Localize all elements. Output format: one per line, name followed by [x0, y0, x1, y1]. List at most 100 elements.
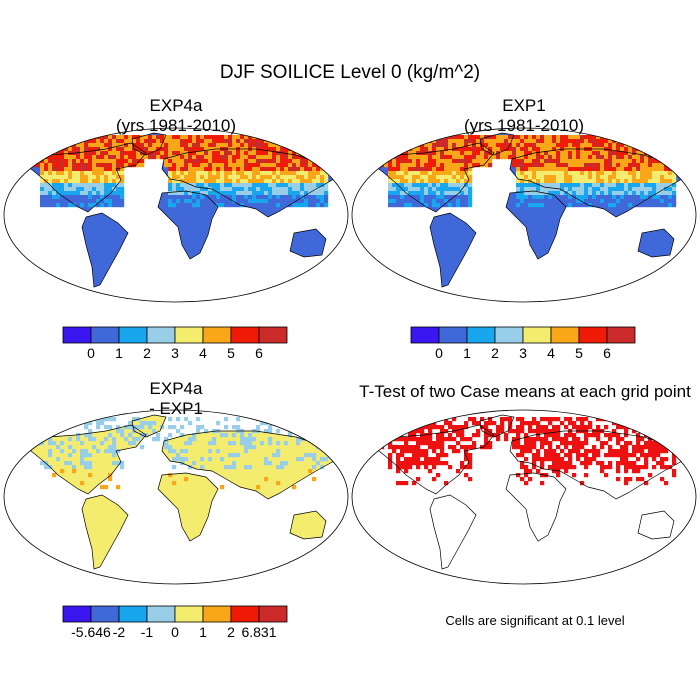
grid-cell [108, 473, 113, 478]
grid-cell [324, 151, 329, 156]
grid-cell [516, 151, 521, 156]
grid-cell [476, 155, 481, 160]
grid-cell [292, 203, 297, 208]
colorbar-tick-label: 1 [199, 624, 207, 640]
grid-cell [284, 155, 289, 160]
grid-cell [516, 175, 521, 180]
grid-cell [544, 429, 549, 434]
grid-cell [428, 175, 433, 180]
grid-cell [108, 449, 113, 454]
grid-cell [604, 179, 609, 184]
grid-cell [140, 159, 145, 164]
grid-cell [172, 171, 177, 176]
grid-cell [444, 155, 449, 160]
grid-cell [244, 167, 249, 172]
grid-cell [228, 199, 233, 204]
grid-cell [596, 179, 601, 184]
grid-cell [76, 159, 81, 164]
grid-cell [460, 195, 465, 200]
grid-cell [44, 175, 49, 180]
grid-cell [168, 179, 173, 184]
grid-cell [60, 155, 65, 160]
grid-cell [580, 195, 585, 200]
grid-cell [456, 449, 461, 454]
grid-cell [236, 155, 241, 160]
grid-cell [236, 199, 241, 204]
grid-cell [580, 453, 585, 458]
grid-cell [648, 199, 653, 204]
grid-cell [260, 147, 265, 152]
grid-cell [500, 425, 505, 430]
colorbar-tick-label: 0 [171, 624, 179, 640]
grid-cell [232, 135, 237, 140]
grid-cell [184, 171, 189, 176]
grid-cell [460, 175, 465, 180]
grid-cell [616, 183, 621, 188]
grid-cell [296, 437, 301, 442]
grid-cell [672, 179, 677, 184]
grid-cell [128, 135, 133, 140]
grid-cell [520, 429, 525, 434]
grid-cell [668, 155, 673, 160]
grid-cell [628, 139, 633, 144]
grid-cell [208, 441, 213, 446]
grid-cell [64, 155, 69, 160]
grid-cell [480, 417, 485, 422]
grid-cell [552, 163, 557, 168]
grid-cell [668, 433, 673, 438]
grid-cell [588, 135, 593, 140]
grid-cell [228, 155, 233, 160]
grid-cell [580, 199, 585, 204]
grid-cell [648, 429, 653, 434]
grid-cell [56, 171, 61, 176]
grid-cell [632, 429, 637, 434]
grid-cell [468, 445, 473, 450]
grid-cell [224, 163, 229, 168]
grid-cell [412, 155, 417, 160]
grid-cell [656, 155, 661, 160]
grid-cell [104, 191, 109, 196]
grid-cell [232, 183, 237, 188]
grid-cell [528, 199, 533, 204]
grid-cell [92, 171, 97, 176]
grid-cell [656, 461, 661, 466]
grid-cell [540, 417, 545, 422]
grid-cell [612, 179, 617, 184]
grid-cell [232, 167, 237, 172]
grid-cell [272, 453, 277, 458]
grid-cell [332, 163, 337, 168]
grid-cell [428, 437, 433, 442]
grid-cell [560, 203, 565, 208]
grid-cell [628, 191, 633, 196]
grid-cell [32, 421, 37, 426]
grid-cell [300, 187, 305, 192]
grid-cell [624, 183, 629, 188]
grid-cell [252, 445, 257, 450]
grid-cell [516, 417, 521, 422]
grid-cell [268, 187, 273, 192]
grid-cell [392, 187, 397, 192]
grid-cell [524, 441, 529, 446]
grid-cell [320, 191, 325, 196]
grid-cell [492, 147, 497, 152]
grid-cell [384, 437, 389, 442]
grid-cell [204, 183, 209, 188]
grid-cell [52, 143, 57, 148]
grid-cell [332, 143, 337, 148]
grid-cell [452, 437, 457, 442]
grid-cell [584, 167, 589, 172]
grid-cell [436, 199, 441, 204]
grid-cell [644, 143, 649, 148]
grid-cell [380, 417, 385, 422]
grid-cell [68, 135, 73, 140]
grid-cell [452, 445, 457, 450]
grid-cell [312, 143, 317, 148]
grid-cell [520, 421, 525, 426]
grid-cell [112, 179, 117, 184]
grid-cell [172, 203, 177, 208]
grid-cell [548, 159, 553, 164]
grid-cell [452, 167, 457, 172]
grid-cell [536, 167, 541, 172]
grid-cell [396, 163, 401, 168]
grid-cell [288, 171, 293, 176]
